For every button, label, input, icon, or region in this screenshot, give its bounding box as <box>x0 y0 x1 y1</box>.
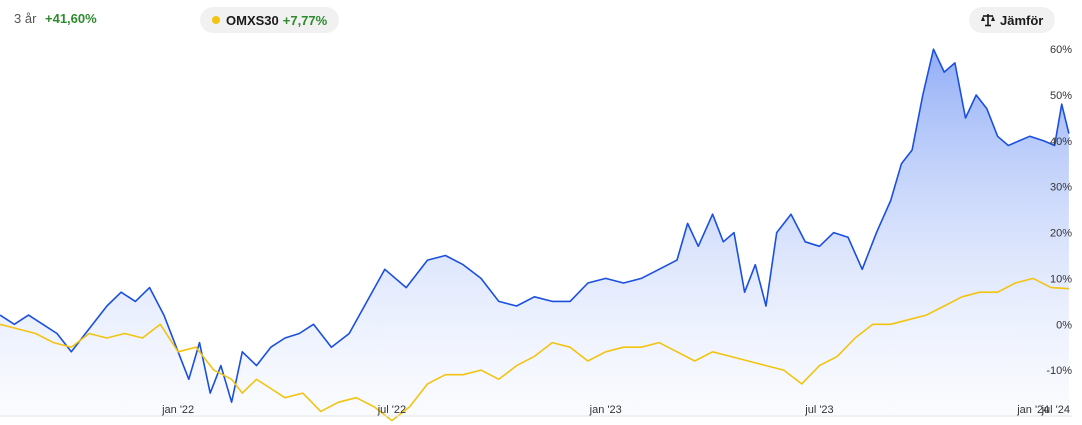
y-tick-label: 10% <box>1050 273 1072 285</box>
y-axis: 60% 50% 40% 30% 20% 10% 0% -10% <box>1046 44 1072 377</box>
series-area-0 <box>0 49 1069 416</box>
compare-index-change: +7,77% <box>282 12 328 28</box>
compare-button[interactable]: Jämför <box>969 7 1056 33</box>
y-tick-label: -10% <box>1046 365 1072 377</box>
series-line-1 <box>0 277 1069 422</box>
y-tick-label: 40% <box>1050 136 1072 148</box>
series-dot-icon <box>212 16 220 24</box>
x-tick-label: jan '23 <box>589 404 622 416</box>
series-line-0 <box>0 48 1070 403</box>
performance-area-layer <box>0 49 1069 416</box>
y-tick-label: 30% <box>1050 182 1072 194</box>
y-tick-label: 0% <box>1056 319 1072 331</box>
y-tick-label: 20% <box>1050 228 1072 240</box>
compare-index-name: OMXS30 <box>226 12 279 28</box>
compare-index-pill[interactable]: OMXS30 +7,77% <box>200 7 340 33</box>
x-tick-label: jul '22 <box>377 404 406 416</box>
x-tick-label: jul '23 <box>804 404 833 416</box>
period-label[interactable]: 3 år <box>14 11 37 26</box>
compare-button-label: Jämför <box>1000 12 1044 28</box>
chart-header: 3 år +41,60% OMXS30 +7,77% Jämför <box>0 0 1082 40</box>
x-tick-label: jan '24 <box>1016 404 1049 416</box>
period-change-value: +41,60% <box>45 11 97 26</box>
price-chart[interactable]: 60%50%40%30%20%10%0%-10% jan '22 jul '22 j… <box>0 40 1082 425</box>
scale-icon <box>981 14 995 27</box>
x-tick-label: jan '22 <box>161 404 194 416</box>
performance-line-layer <box>0 48 1070 422</box>
y-tick-label: 60% <box>1050 44 1072 56</box>
x-tick-label: jul '24 <box>1041 404 1070 416</box>
y-tick-label: 50% <box>1050 90 1072 102</box>
